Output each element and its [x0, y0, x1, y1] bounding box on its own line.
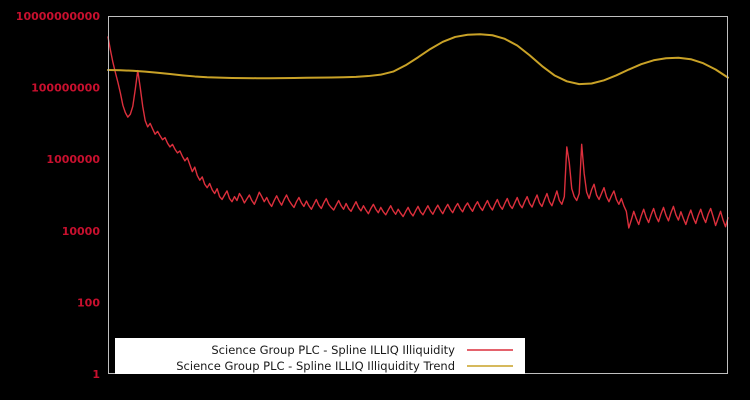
y-tick-label: 10000 — [62, 225, 101, 238]
y-tick-label: 10000000000 — [16, 10, 101, 23]
y-tick-label: 1 — [92, 368, 100, 381]
series-line-1 — [107, 33, 729, 86]
y-tick-label: 100000000 — [31, 82, 100, 95]
legend-label-0: Science Group PLC - Spline ILLIQ Illiqui… — [211, 343, 455, 357]
series-line-0 — [107, 36, 729, 229]
y-axis-tick-labels: 10000000000 100000000 1000000 10000 100 1 — [16, 10, 101, 381]
plot-area-background — [108, 16, 728, 374]
chart-legend[interactable]: Science Group PLC - Spline ILLIQ Illiqui… — [115, 338, 525, 374]
legend-background — [115, 338, 525, 374]
y-tick-label: 1000000 — [46, 153, 100, 166]
y-tick-label: 100 — [77, 296, 100, 309]
legend-label-1: Science Group PLC - Spline ILLIQ Illiqui… — [176, 359, 455, 373]
data-series-group — [107, 33, 729, 229]
